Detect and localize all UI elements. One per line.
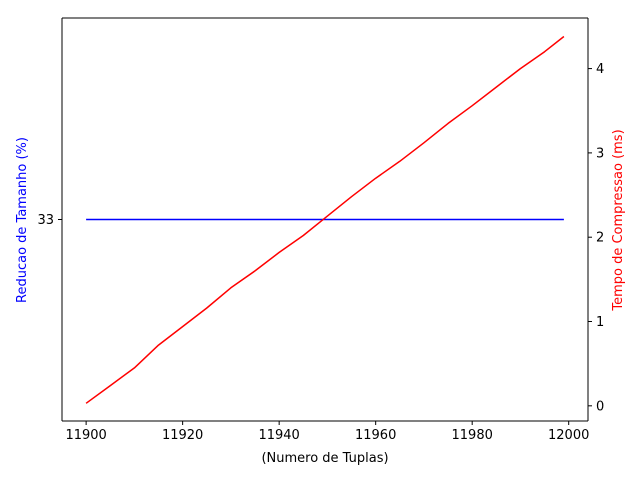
right-y-tick-label: 3 [596,146,604,161]
x-tick-label: 11980 [452,428,493,443]
right-y-tick-label: 1 [596,315,604,330]
right-y-tick-label: 0 [596,399,604,414]
x-tick-label: 11900 [65,428,106,443]
left-y-tick-label: 33 [37,213,54,228]
x-axis-label: (Numero de Tuplas) [261,451,388,466]
right-y-tick-label: 2 [596,231,604,246]
left-y-axis-label: Reducao de Tamanho (%) [15,137,30,303]
right-y-axis-label: Tempo de Compressao (ms) [611,129,626,311]
compression-time-series-line [85,35,565,404]
x-tick-label: 12000 [548,428,589,443]
right-y-tick-label: 4 [596,62,604,77]
x-tick-label: 11940 [258,428,299,443]
x-tick-label: 11960 [355,428,396,443]
x-tick-label: 11920 [162,428,203,443]
